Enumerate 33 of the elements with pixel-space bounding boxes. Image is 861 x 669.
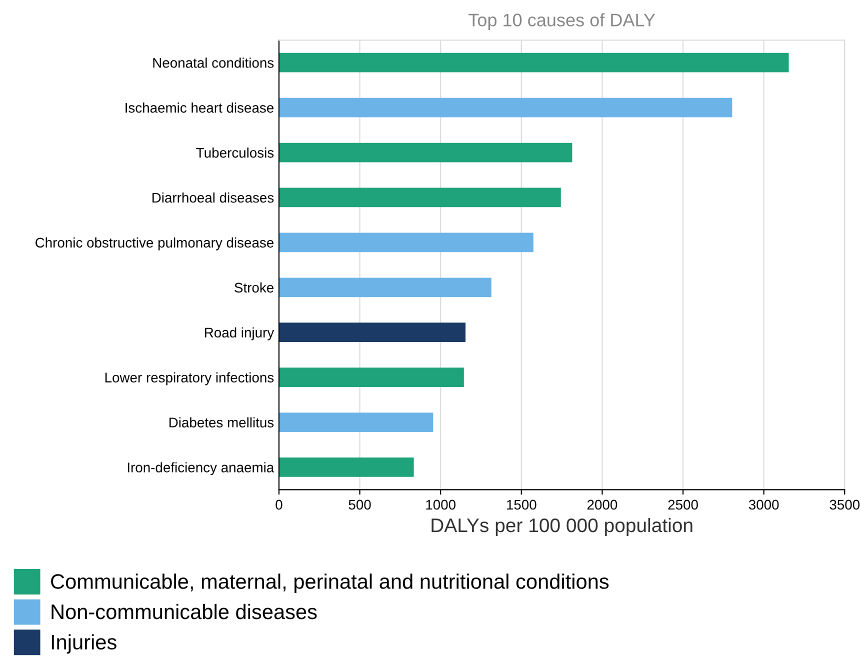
x-tick-label: 0 [276,500,282,510]
x-tick-label: 1000 [426,500,456,510]
chart-title: Top 10 causes of DALY [468,13,656,30]
x-tick-label: 3000 [748,500,779,510]
y-tick-label: Stroke [234,282,274,293]
bar [278,368,464,387]
bar [278,322,466,342]
y-tick-label: Road injury [204,327,274,340]
x-tick-label: 1500 [507,500,536,510]
y-tick-label: Tuberculosis [196,148,274,158]
bar [278,188,561,208]
legend-label: Non-communicable diseases [52,604,317,620]
bar [278,232,534,252]
x-tick-label: 500 [348,500,371,510]
legend-label: Injuries [52,634,116,654]
y-tick-label: Iron-deficiency anaemia [128,462,274,476]
y-tick-label: Diabetes mellitus [169,417,274,428]
x-tick-label: 3500 [830,500,860,510]
y-tick-label: Chronic obstructive pulmonary disease [36,237,274,250]
bar [278,98,732,118]
y-tick-label: Neonatal conditions [153,58,274,68]
y-tick-label: Lower respiratory infections [105,372,274,386]
bar [278,412,434,432]
legend-label: Communicable, maternal, perinatal and nutritional conditions [51,574,609,594]
x-tick-label: 2500 [668,500,698,510]
bar [278,458,414,477]
y-tick-label: Diarrhoeal diseases [152,192,274,203]
bar [278,278,492,298]
bar [278,52,789,72]
bar [278,142,572,162]
y-tick-label: Ischaemic heart disease [126,102,274,113]
x-tick-label: 2000 [587,500,618,510]
x-axis-title: DALYs per 100 000 population [432,518,692,536]
